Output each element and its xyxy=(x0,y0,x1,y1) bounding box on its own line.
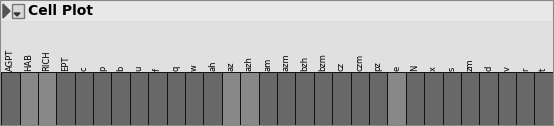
Text: b: b xyxy=(116,66,125,71)
Bar xyxy=(424,72,443,125)
Bar xyxy=(130,72,148,125)
Text: e: e xyxy=(392,66,401,71)
Bar xyxy=(93,72,111,125)
Text: v: v xyxy=(502,66,511,71)
Bar xyxy=(369,72,387,125)
Bar xyxy=(387,72,406,125)
Text: u: u xyxy=(135,66,143,71)
Text: d: d xyxy=(484,66,493,71)
Text: pz: pz xyxy=(373,61,383,71)
Bar xyxy=(461,72,479,125)
Text: am: am xyxy=(263,58,273,71)
Text: azh: azh xyxy=(245,56,254,71)
Text: q: q xyxy=(171,66,181,71)
Text: AGPT: AGPT xyxy=(6,49,15,71)
Bar xyxy=(516,72,535,125)
Text: p: p xyxy=(98,66,107,71)
Text: Cell Plot: Cell Plot xyxy=(28,4,93,18)
Bar xyxy=(351,72,369,125)
Bar xyxy=(535,72,553,125)
Polygon shape xyxy=(14,13,20,16)
Bar xyxy=(332,72,351,125)
Bar xyxy=(406,72,424,125)
Bar xyxy=(497,72,516,125)
Text: RICH: RICH xyxy=(43,51,52,71)
Text: bzm: bzm xyxy=(319,53,327,71)
Text: zm: zm xyxy=(465,59,475,71)
Bar xyxy=(277,72,295,125)
Text: cz: cz xyxy=(337,62,346,71)
Bar xyxy=(1,72,19,125)
Bar xyxy=(479,72,497,125)
Bar xyxy=(443,72,461,125)
Bar xyxy=(148,72,167,125)
Bar xyxy=(57,72,75,125)
Bar xyxy=(259,72,277,125)
Text: N: N xyxy=(411,65,419,71)
Text: ah: ah xyxy=(208,61,217,71)
Text: az: az xyxy=(227,62,235,71)
Text: bzh: bzh xyxy=(300,56,309,71)
Text: s: s xyxy=(447,67,456,71)
Bar xyxy=(240,72,259,125)
Text: czm: czm xyxy=(355,54,365,71)
Bar xyxy=(1,22,553,72)
Text: f: f xyxy=(153,68,162,71)
Text: c: c xyxy=(79,67,89,71)
Bar xyxy=(19,72,38,125)
Bar xyxy=(111,72,130,125)
Text: EPT: EPT xyxy=(61,56,70,71)
Bar xyxy=(75,72,93,125)
Polygon shape xyxy=(3,4,10,18)
Bar xyxy=(185,72,203,125)
Text: r: r xyxy=(521,68,530,71)
Text: t: t xyxy=(539,68,548,71)
Bar xyxy=(314,72,332,125)
Bar xyxy=(12,4,24,18)
Bar xyxy=(295,72,314,125)
Text: azm: azm xyxy=(281,54,291,71)
Bar xyxy=(167,72,185,125)
Text: x: x xyxy=(429,66,438,71)
Bar xyxy=(203,72,222,125)
Text: w: w xyxy=(189,64,199,71)
Bar xyxy=(222,72,240,125)
Bar xyxy=(38,72,57,125)
Text: HAB: HAB xyxy=(24,53,33,71)
